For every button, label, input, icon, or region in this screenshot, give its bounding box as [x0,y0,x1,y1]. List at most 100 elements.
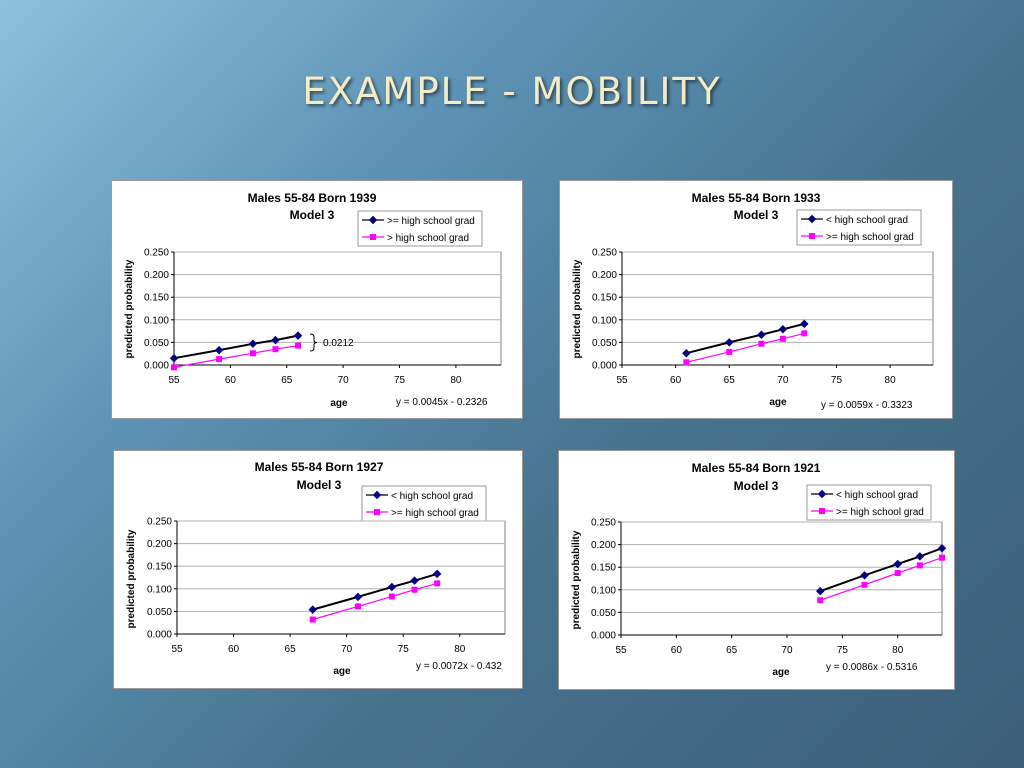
x-tick-label: 60 [225,375,237,386]
x-tick-label: 55 [168,375,180,386]
x-axis-label: age [330,398,348,409]
x-tick-label: 60 [671,645,683,656]
data-point-series-2 [388,593,395,600]
legend-label-series1: < high school grad [836,490,918,501]
chart-panel-born-1939: Males 55-84 Born 1939 Model 3 >= high sc… [111,180,523,419]
y-tick-label: 0.100 [591,585,616,596]
chart-legend: < high school grad >= high school grad [806,484,932,521]
plot-area: 0.250 0.200 0.150 0.100 0.050 0.000 55 60 65 70 75… [144,248,502,386]
slide-title: EXAMPLE - MOBILITY [302,70,722,113]
chart-panel-born-1933: Males 55-84 Born 1933 Model 3 < high sch… [559,180,953,419]
x-tick-label: 75 [398,644,410,655]
data-point-series-1 [387,582,397,592]
chart-subtitle: Model 3 [297,478,342,492]
chart-born-1933: Males 55-84 Born 1933 Model 3 < high sch… [572,191,934,411]
data-point-series-1 [308,605,317,614]
x-tick-label: 70 [341,644,353,655]
y-tick-label: 0.150 [591,563,616,574]
chart-born-1921: Males 55-84 Born 1921 Model 3 < high sch… [571,461,947,678]
y-tick-label: 0.100 [592,315,617,326]
legend-label-series1: < high school grad [826,215,908,226]
chart-title: Males 55-84 Born 1927 [255,460,384,474]
chart-born-1939: Males 55-84 Born 1939 Model 3 >= high sc… [124,191,502,409]
plot-area: 0.250 0.200 0.150 0.100 0.050 0.000 55 60 65 70 75… [147,517,506,655]
data-point-series-2 [272,346,279,353]
x-tick-label: 70 [338,375,350,386]
data-point-series-2 [216,356,223,363]
legend-label-series1: >= high school grad [387,216,475,227]
y-tick-label: 0.000 [147,630,172,641]
x-axis-label: age [772,667,790,678]
data-point-series-2 [817,597,824,604]
data-point-series-1 [724,338,734,347]
legend-label-series2: >= high school grad [826,232,914,243]
data-point-series-2 [295,342,302,349]
legend-marker-series2 [370,234,376,240]
chart-legend: < high school grad >= high school grad [796,209,922,246]
data-point-series-1 [432,569,442,579]
data-point-series-1 [682,349,691,358]
data-point-series-1 [757,330,766,339]
legend-marker-series2 [374,509,380,515]
x-tick-label: 80 [892,645,904,656]
x-tick-label: 80 [450,375,462,386]
y-tick-label: 0.150 [144,293,169,304]
data-point-series-2 [861,581,868,588]
x-tick-label: 70 [781,645,793,656]
x-tick-label: 80 [885,375,897,386]
data-point-series-2 [411,586,418,593]
y-tick-label: 0.250 [592,248,617,259]
data-point-series-1 [800,319,809,329]
y-tick-label: 0.100 [147,584,172,595]
plot-frame [620,521,943,636]
legend-marker-series1 [368,215,378,225]
y-tick-label: 0.150 [147,562,172,573]
chart-legend: >= high school grad > high school grad [357,210,483,247]
x-tick-label: 75 [394,375,406,386]
trend-equation: y = 0.0072x - 0.432 [416,661,502,672]
y-axis-label: predicted probability [572,259,583,358]
y-tick-label: 0.200 [591,540,616,551]
y-axis-label: predicted probability [571,530,582,629]
plot-frame [621,251,934,366]
y-tick-label: 0.050 [591,608,616,619]
y-tick-label: 0.200 [592,270,617,281]
x-tick-label: 55 [616,375,628,386]
x-tick-label: 70 [777,375,789,386]
y-tick-label: 0.050 [144,338,169,349]
x-tick-label: 75 [831,375,843,386]
chart-panel-born-1927: Males 55-84 Born 1927 Model 3 < high sch… [113,450,523,689]
x-tick-label: 55 [171,644,183,655]
data-point-series-1 [248,339,258,348]
chart-born-1927: Males 55-84 Born 1927 Model 3 < high sch… [126,460,506,677]
y-tick-label: 0.000 [144,361,169,372]
data-point-series-1 [293,331,303,340]
x-tick-label: 60 [670,375,682,386]
data-point-series-2 [801,330,808,337]
data-point-series-2 [249,350,256,357]
data-point-series-1 [353,592,363,602]
y-tick-label: 0.050 [592,338,617,349]
data-point-series-1 [778,325,788,334]
y-tick-label: 0.250 [591,518,616,529]
data-point-series-1 [271,335,280,345]
y-tick-label: 0.100 [144,315,169,326]
difference-brace [309,333,318,352]
data-point-series-2 [354,603,361,610]
x-tick-label: 65 [726,645,738,656]
data-point-series-2 [683,359,690,366]
x-tick-label: 60 [228,644,240,655]
y-tick-label: 0.250 [147,517,172,528]
y-tick-label: 0.150 [592,293,617,304]
y-axis-label: predicted probability [124,259,135,358]
chart-title: Males 55-84 Born 1933 [692,191,821,205]
chart-title: Males 55-84 Born 1939 [248,191,377,205]
data-point-series-2 [434,580,441,587]
legend-label-series2: >= high school grad [836,507,924,518]
difference-annotation: 0.0212 [323,338,354,349]
x-axis-label: age [333,666,351,677]
x-axis-label: age [769,397,787,408]
plot-area: 0.250 0.200 0.150 0.100 0.050 0.000 55 60 65 70 75… [591,518,947,656]
data-point-series-1 [214,345,224,355]
legend-marker-series1 [372,490,382,500]
